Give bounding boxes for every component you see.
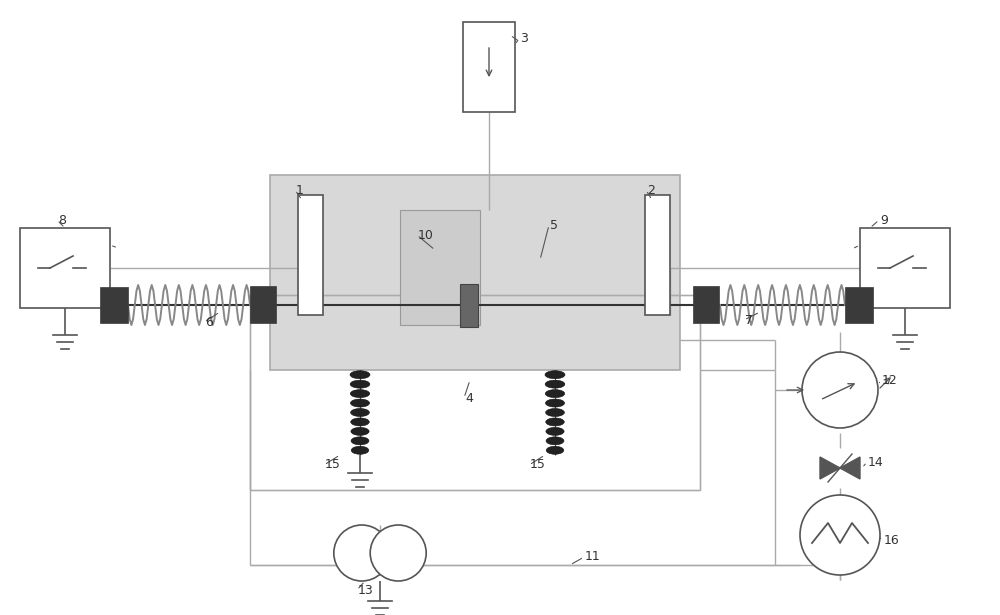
Ellipse shape (350, 390, 370, 398)
Text: 11: 11 (585, 550, 601, 563)
Ellipse shape (351, 408, 369, 416)
Text: 3: 3 (520, 31, 528, 44)
Text: 15: 15 (530, 459, 546, 472)
Ellipse shape (351, 427, 369, 435)
Bar (645, 195, 670, 315)
Bar (270, 175, 680, 370)
Text: 15: 15 (325, 459, 341, 472)
Bar (693, 286, 719, 323)
Ellipse shape (545, 390, 565, 398)
Ellipse shape (546, 427, 564, 435)
Bar (860, 228, 950, 308)
Text: 14: 14 (868, 456, 884, 469)
Bar (400, 210, 480, 325)
Text: 13: 13 (358, 584, 374, 597)
Text: 12: 12 (882, 373, 898, 386)
Ellipse shape (545, 380, 565, 388)
Bar (250, 295, 700, 490)
Circle shape (800, 495, 880, 575)
Text: 9: 9 (880, 213, 888, 226)
Text: 10: 10 (418, 229, 434, 242)
Text: 16: 16 (884, 533, 900, 547)
Bar (845, 287, 873, 323)
Ellipse shape (546, 408, 564, 416)
Circle shape (370, 525, 426, 581)
Bar (460, 284, 478, 327)
Ellipse shape (351, 437, 369, 445)
Polygon shape (820, 457, 840, 479)
Circle shape (334, 525, 390, 581)
Ellipse shape (546, 437, 564, 445)
Text: 7: 7 (745, 314, 753, 327)
Polygon shape (840, 457, 860, 479)
Text: 6: 6 (205, 315, 213, 328)
Text: 4: 4 (465, 392, 473, 405)
Text: 8: 8 (58, 213, 66, 226)
Bar (250, 295, 700, 490)
Ellipse shape (545, 371, 565, 379)
Text: 1: 1 (296, 183, 304, 197)
Bar (250, 286, 276, 323)
Ellipse shape (351, 446, 369, 454)
Ellipse shape (545, 399, 565, 407)
Ellipse shape (350, 399, 370, 407)
Ellipse shape (350, 371, 370, 379)
Text: 2: 2 (647, 183, 655, 197)
Bar (463, 22, 515, 112)
Text: 5: 5 (550, 218, 558, 231)
Ellipse shape (350, 380, 370, 388)
Bar (100, 287, 128, 323)
Circle shape (802, 352, 878, 428)
Ellipse shape (351, 418, 369, 426)
Bar (298, 195, 323, 315)
Ellipse shape (546, 418, 564, 426)
Bar (20, 228, 110, 308)
Ellipse shape (546, 446, 564, 454)
